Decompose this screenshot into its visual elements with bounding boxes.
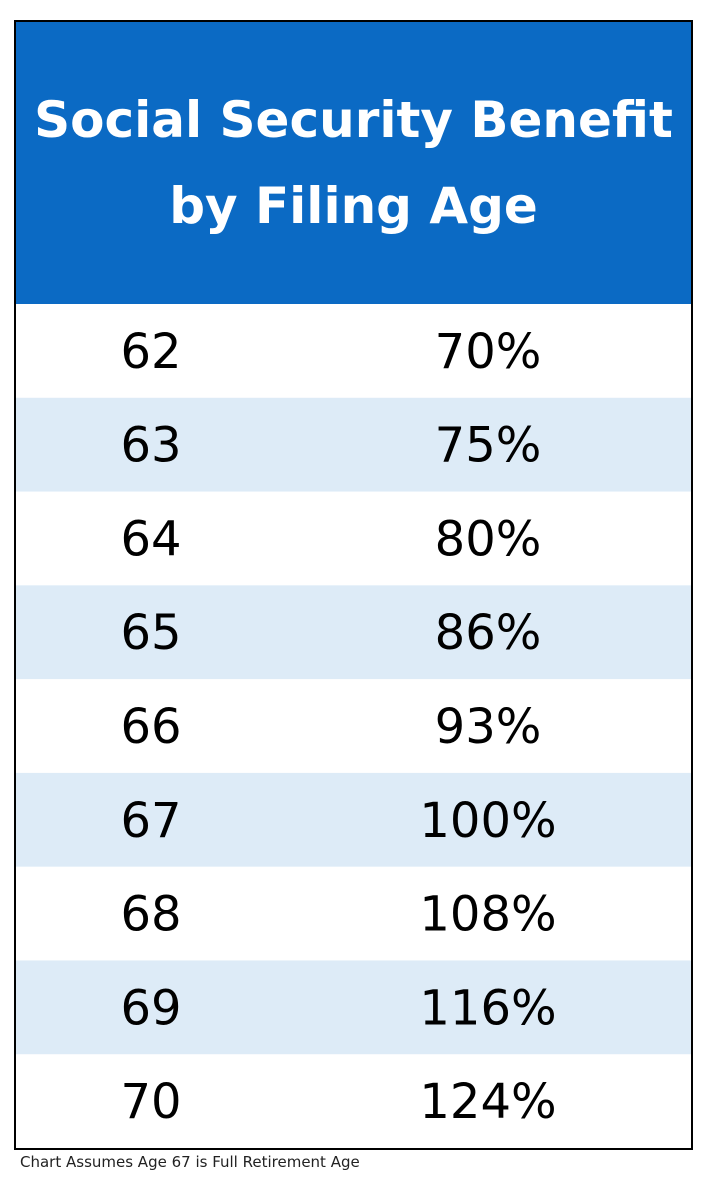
table-row: 62 70%	[16, 304, 691, 399]
age-cell: 69	[120, 980, 181, 1036]
row-background	[16, 960, 691, 1055]
benefit-cell: 86%	[435, 605, 542, 661]
table-header: Social Security Benefit by Filing Age	[16, 22, 691, 304]
title-line-2: by Filing Age	[169, 177, 538, 235]
table-row: 68 108%	[16, 866, 691, 961]
age-cell: 63	[120, 418, 181, 474]
title-line-1: Social Security Benefit	[34, 91, 673, 149]
table-row: 64 80%	[16, 491, 691, 586]
row-background	[16, 304, 691, 399]
benefit-cell: 108%	[419, 887, 556, 943]
table-row: 70 124%	[16, 1054, 691, 1148]
row-background	[16, 866, 691, 961]
table-row: 66 93%	[16, 679, 691, 774]
footnote: Chart Assumes Age 67 is Full Retirement …	[20, 1153, 360, 1171]
row-background	[16, 397, 691, 493]
age-cell: 70	[120, 1074, 181, 1130]
row-background	[16, 491, 691, 586]
table-body: 62 70% 63 75% 64 80% 65 86% 66 93% 67 100% 68 108% 69 1…	[16, 304, 691, 1148]
benefit-cell: 124%	[419, 1074, 556, 1130]
benefit-cell: 116%	[419, 980, 556, 1036]
age-cell: 65	[120, 605, 181, 661]
benefit-cell: 75%	[435, 418, 542, 474]
row-background	[16, 679, 691, 774]
age-cell: 67	[120, 793, 181, 849]
benefit-cell: 70%	[435, 324, 542, 380]
age-cell: 62	[120, 324, 181, 380]
row-background	[16, 772, 691, 868]
age-cell: 68	[120, 887, 181, 943]
table-row: 63 75%	[16, 397, 691, 493]
benefit-cell: 100%	[419, 793, 556, 849]
row-background	[16, 1054, 691, 1148]
table-row: 69 116%	[16, 960, 691, 1055]
table-row: 65 86%	[16, 585, 691, 680]
row-background	[16, 585, 691, 680]
age-cell: 66	[120, 699, 181, 755]
table-row: 67 100%	[16, 772, 691, 868]
age-cell: 64	[120, 511, 181, 567]
benefit-cell: 93%	[435, 699, 542, 755]
benefit-table: Social Security Benefit by Filing Age 62…	[14, 20, 693, 1150]
benefit-cell: 80%	[435, 511, 542, 567]
